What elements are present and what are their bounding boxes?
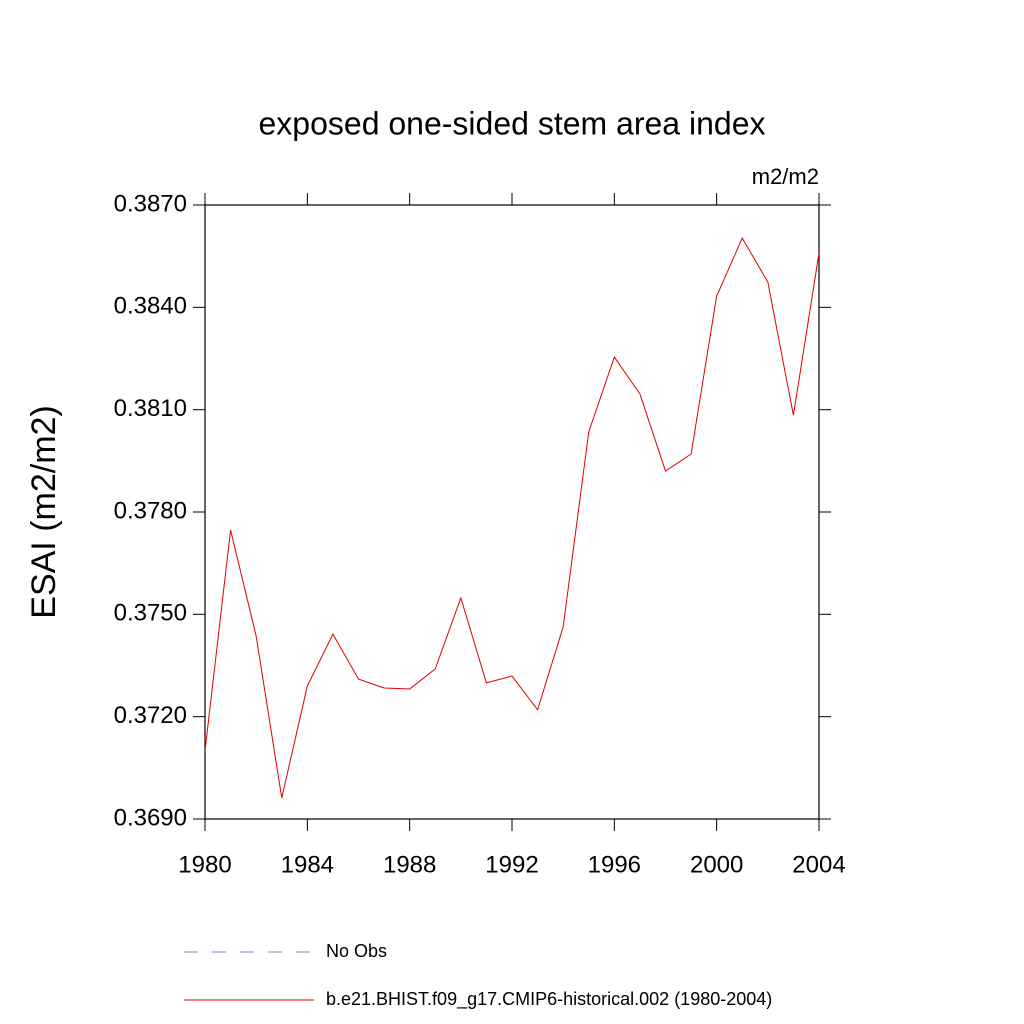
y-axis-label: ESAI (m2/m2) — [25, 405, 63, 618]
legend-label: No Obs — [326, 941, 387, 961]
x-tick-label: 2000 — [690, 851, 743, 878]
y-tick-label: 0.3810 — [114, 395, 187, 422]
y-tick-label: 0.3720 — [114, 702, 187, 729]
chart-title: exposed one-sided stem area index — [259, 105, 766, 141]
plot-frame — [204, 204, 820, 820]
y-tick-label: 0.3870 — [114, 190, 187, 217]
x-tick-label: 1980 — [178, 851, 231, 878]
y-tick-label: 0.3750 — [114, 600, 187, 627]
y-tick-label: 0.3840 — [114, 293, 187, 320]
units-label: m2/m2 — [752, 164, 819, 189]
data-line — [204, 236, 820, 798]
x-tick-label: 1996 — [588, 851, 641, 878]
y-tick-label: 0.3780 — [114, 497, 187, 524]
legend-label: b.e21.BHIST.f09_g17.CMIP6-historical.002… — [326, 989, 772, 1010]
x-tick-label: 1988 — [383, 851, 436, 878]
x-tick-label: 1984 — [281, 851, 334, 878]
x-tick-label: 2004 — [792, 851, 845, 878]
y-tick-label: 0.3690 — [114, 804, 187, 831]
x-tick-label: 1992 — [485, 851, 538, 878]
